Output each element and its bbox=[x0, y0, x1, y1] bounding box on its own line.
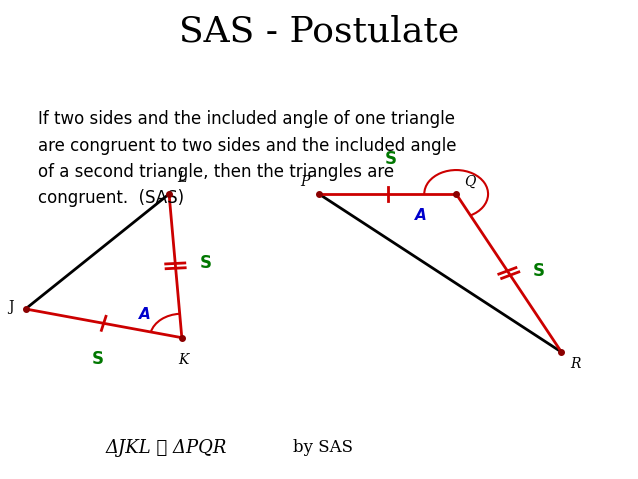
Text: Q: Q bbox=[464, 175, 475, 189]
Text: S: S bbox=[533, 262, 545, 280]
Text: by SAS: by SAS bbox=[293, 439, 353, 456]
Text: S: S bbox=[91, 350, 103, 368]
Text: S: S bbox=[200, 254, 212, 273]
Text: A: A bbox=[139, 307, 151, 322]
Text: SAS - Postulate: SAS - Postulate bbox=[179, 14, 459, 48]
Text: R: R bbox=[570, 357, 580, 371]
Text: P: P bbox=[300, 175, 309, 189]
Text: ΔJKL ≅ ΔPQR: ΔJKL ≅ ΔPQR bbox=[105, 439, 226, 457]
Text: If two sides and the included angle of one triangle
are congruent to two sides a: If two sides and the included angle of o… bbox=[38, 110, 457, 207]
Text: A: A bbox=[415, 208, 427, 223]
Text: L: L bbox=[177, 171, 186, 185]
Text: K: K bbox=[179, 353, 189, 367]
Text: S: S bbox=[385, 149, 397, 168]
Text: J: J bbox=[8, 299, 14, 314]
